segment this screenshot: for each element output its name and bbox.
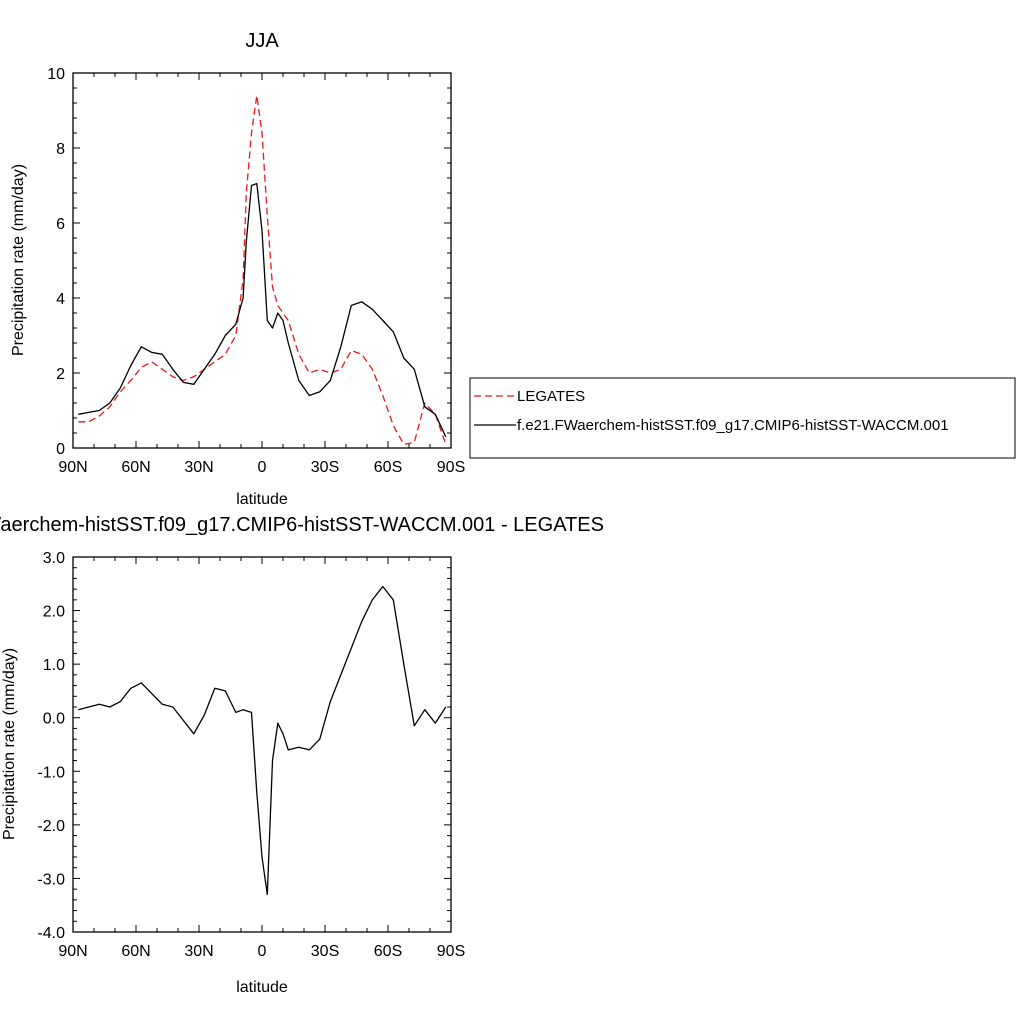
bottom-panel: f.e21.FWaerchem-histSST.f09_g17.CMIP6-hi… [0, 514, 604, 996]
legend: LEGATES f.e21.FWaerchem-histSST.f09_g17.… [469, 377, 1016, 459]
top-y-tick-label: 8 [56, 141, 65, 158]
bottom-x-tick-label: 60N [121, 943, 150, 960]
top-x-tick-label: 30N [184, 459, 213, 476]
bottom-x-tick-label: 90S [437, 943, 465, 960]
top-x-tick-label: 0 [258, 459, 267, 476]
bottom-x-axis-label: latitude [236, 979, 288, 996]
bottom-chart-title: f.e21.FWaerchem-histSST.f09_g17.CMIP6-hi… [0, 514, 604, 536]
top-y-tick-label: 2 [56, 366, 65, 383]
bottom-y-axis-label: Precipitation rate (mm/day) [1, 648, 18, 840]
top-plot-frame [72, 72, 452, 449]
top-y-tick-label: 6 [56, 216, 65, 233]
top-series-line-model [78, 182, 447, 438]
bottom-series-line-model [78, 585, 447, 896]
bottom-ticks: 90N 60N 30N 0 30S 60S 90S -4.0 -3.0 -2.0 -1.0 0.0 1.… [37, 550, 465, 960]
bottom-x-tick-label: 60S [374, 943, 402, 960]
bottom-x-tick-label: 30S [311, 943, 339, 960]
bottom-x-tick-label: 30N [184, 943, 213, 960]
legend-box [469, 377, 1016, 459]
bottom-y-tick-label: 2.0 [43, 604, 65, 621]
bottom-y-tick-label: 0.0 [43, 711, 65, 728]
bottom-plot-frame [72, 556, 452, 933]
top-x-tick-label: 90N [58, 459, 87, 476]
bottom-x-tick-label: 0 [258, 943, 267, 960]
top-y-tick-label: 10 [47, 66, 65, 83]
bottom-y-tick-label: -1.0 [37, 764, 65, 781]
bottom-y-tick-label: -2.0 [37, 818, 65, 835]
bottom-y-tick-label: -3.0 [37, 871, 65, 888]
top-y-axis-label: Precipitation rate (mm/day) [10, 164, 27, 356]
top-x-axis-label: latitude [236, 491, 288, 508]
legend-model-label: f.e21.FWaerchem-histSST.f09_g17.CMIP6-hi… [517, 417, 949, 434]
bottom-y-tick-label: 1.0 [43, 657, 65, 674]
top-x-tick-label: 30S [311, 459, 339, 476]
top-y-tick-label: 0 [56, 441, 65, 458]
bottom-y-tick-label: -4.0 [37, 925, 65, 942]
top-x-tick-label: 60N [121, 459, 150, 476]
top-x-tick-label: 90S [437, 459, 465, 476]
bottom-y-tick-label: 3.0 [43, 550, 65, 567]
bottom-series [78, 585, 447, 896]
legend-legates-label: LEGATES [517, 388, 585, 405]
top-series-line-legates [78, 94, 447, 445]
top-y-tick-label: 4 [56, 291, 65, 308]
bottom-x-tick-label: 90N [58, 943, 87, 960]
top-ticks: 90N 60N 30N 0 30S 60S 90S 0 2 4 6 8 10 [47, 66, 465, 476]
top-series [78, 94, 447, 445]
top-chart-title: JJA [245, 30, 279, 52]
top-x-tick-label: 60S [374, 459, 402, 476]
